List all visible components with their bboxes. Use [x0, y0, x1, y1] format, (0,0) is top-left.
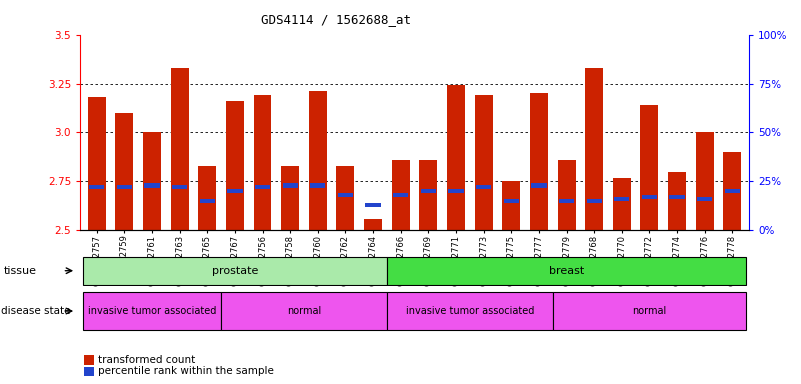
Bar — [420, 160, 437, 230]
Bar — [696, 132, 714, 230]
Bar — [531, 183, 546, 187]
Bar — [393, 193, 409, 197]
Bar — [255, 185, 270, 189]
Bar — [447, 86, 465, 230]
Bar — [338, 193, 353, 197]
Bar — [641, 105, 658, 230]
Bar — [87, 97, 106, 230]
Bar — [143, 132, 161, 230]
Bar — [89, 185, 104, 189]
Text: breast: breast — [549, 266, 584, 276]
Bar — [642, 195, 657, 199]
Bar — [221, 292, 387, 330]
Text: tissue: tissue — [4, 266, 37, 276]
Bar — [613, 177, 630, 230]
Bar — [336, 166, 354, 230]
Bar — [144, 183, 159, 187]
Bar — [502, 182, 520, 230]
Bar — [476, 185, 491, 189]
Bar — [614, 197, 630, 201]
Bar — [226, 101, 244, 230]
Bar — [309, 91, 327, 230]
Bar — [723, 152, 742, 230]
Bar — [670, 195, 685, 199]
Bar — [227, 189, 243, 194]
Bar — [387, 257, 747, 285]
Bar — [530, 93, 548, 230]
Bar — [586, 199, 602, 203]
Bar — [83, 292, 221, 330]
Bar — [421, 189, 436, 194]
Text: transformed count: transformed count — [98, 355, 195, 365]
Bar — [199, 166, 216, 230]
Bar — [387, 292, 553, 330]
Bar — [199, 199, 215, 203]
Text: normal: normal — [287, 306, 321, 316]
Text: normal: normal — [632, 306, 666, 316]
Bar — [475, 95, 493, 230]
Bar — [172, 185, 187, 189]
Bar — [697, 197, 712, 201]
Text: disease state: disease state — [1, 306, 70, 316]
Bar — [725, 189, 740, 194]
Bar — [310, 183, 325, 187]
Bar — [364, 218, 382, 230]
Bar — [586, 68, 603, 230]
Bar — [449, 189, 464, 194]
Bar — [668, 172, 686, 230]
Bar — [254, 95, 272, 230]
Text: prostate: prostate — [211, 266, 258, 276]
Text: invasive tumor associated: invasive tumor associated — [88, 306, 216, 316]
Bar — [171, 68, 188, 230]
Bar — [553, 292, 747, 330]
Bar — [281, 166, 299, 230]
Bar — [115, 113, 133, 230]
Text: percentile rank within the sample: percentile rank within the sample — [98, 366, 274, 376]
Bar — [557, 160, 575, 230]
Bar — [365, 203, 380, 207]
Bar — [117, 185, 132, 189]
Bar — [559, 199, 574, 203]
Bar — [504, 199, 519, 203]
Bar — [392, 160, 409, 230]
Text: invasive tumor associated: invasive tumor associated — [405, 306, 534, 316]
Text: GDS4114 / 1562688_at: GDS4114 / 1562688_at — [261, 13, 412, 26]
Bar — [283, 183, 298, 187]
Bar — [83, 257, 387, 285]
